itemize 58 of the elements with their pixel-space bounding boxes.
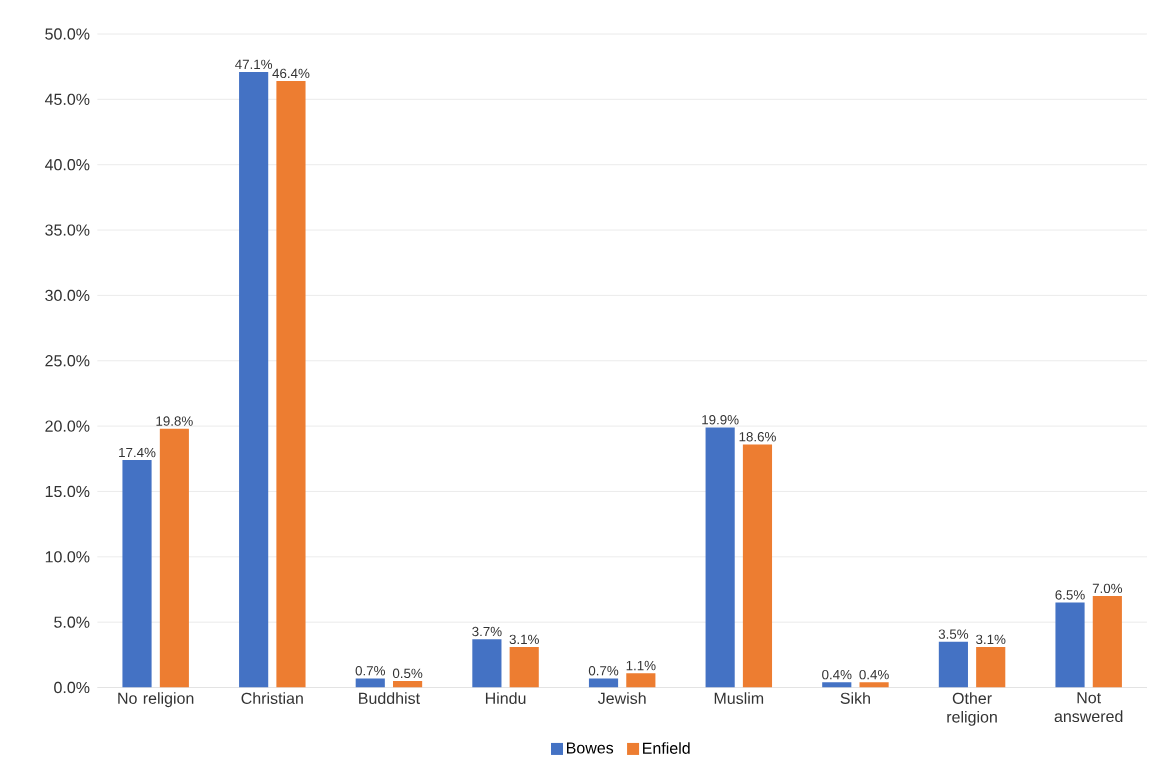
data-label: 0.5% xyxy=(392,668,423,678)
y-tick-label: 20.0% xyxy=(45,420,90,432)
y-tick-label: 40.0% xyxy=(44,158,90,171)
data-label: 17.4% xyxy=(119,447,156,458)
bar xyxy=(822,682,852,688)
y-tick-label: 25.0% xyxy=(45,354,90,367)
bar xyxy=(472,639,502,688)
bar xyxy=(276,80,306,688)
bar xyxy=(355,678,385,688)
bar xyxy=(1092,595,1122,688)
y-tick-label: 10.0% xyxy=(45,551,90,563)
x-tick-label: Sikh xyxy=(840,692,870,704)
y-tick-label: 0.0% xyxy=(54,681,90,694)
y-tick-label: 45.0% xyxy=(44,93,90,105)
data-label: 3.1% xyxy=(976,634,1006,644)
bar xyxy=(239,71,269,688)
bar xyxy=(122,459,152,688)
bar xyxy=(938,641,968,688)
data-label: 3.5% xyxy=(938,629,969,639)
legend-label: Bowes xyxy=(567,742,614,754)
bar xyxy=(626,673,656,688)
y-tick-label: 35.0% xyxy=(45,224,90,236)
data-label: 18.6% xyxy=(739,431,776,442)
y-tick-label: 50.0% xyxy=(45,28,90,40)
bar xyxy=(705,427,735,688)
data-label: 0.7% xyxy=(355,665,386,676)
data-label: 7.0% xyxy=(1092,583,1123,593)
data-label: 0.7% xyxy=(588,665,619,676)
data-label: 19.9% xyxy=(702,414,739,425)
bar xyxy=(588,678,619,688)
bar xyxy=(509,646,539,688)
data-label: 0.4% xyxy=(822,669,852,680)
legend-label: Enfield xyxy=(643,742,690,754)
x-tick-label: Muslim xyxy=(714,692,764,704)
y-tick-label: 15.0% xyxy=(45,485,90,498)
bar xyxy=(393,680,423,688)
bar xyxy=(976,646,1006,688)
data-label: 1.1% xyxy=(626,660,656,671)
x-tick-label: Buddhist xyxy=(359,692,420,704)
x-tick-label: Jewish xyxy=(597,692,646,704)
bar xyxy=(859,682,889,688)
data-label: 3.1% xyxy=(509,634,539,644)
data-label: 46.4% xyxy=(272,68,310,79)
x-tick-label: Other religion xyxy=(947,692,997,726)
data-label: 47.1% xyxy=(235,59,273,69)
x-tick-label: No religion xyxy=(118,692,194,708)
bar xyxy=(159,428,189,688)
data-label: 19.8% xyxy=(156,416,193,426)
x-tick-label: Not answered xyxy=(1054,692,1123,722)
data-label: 6.5% xyxy=(1055,590,1085,600)
data-label: 0.4% xyxy=(859,669,889,680)
bar xyxy=(1055,602,1085,688)
data-label: 3.7% xyxy=(472,626,502,637)
y-tick-label: 5.0% xyxy=(54,616,90,628)
x-tick-label: Christian xyxy=(241,692,303,704)
x-tick-label: Hindu xyxy=(485,692,526,704)
y-tick-label: 30.0% xyxy=(45,289,90,301)
bar xyxy=(742,444,773,688)
